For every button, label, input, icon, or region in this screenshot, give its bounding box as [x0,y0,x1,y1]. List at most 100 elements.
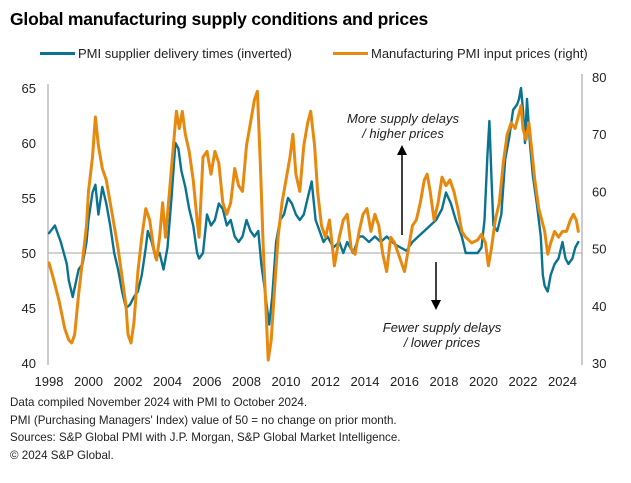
data-point [246,219,247,220]
data-point [576,219,577,220]
data-point [176,111,177,112]
data-point [497,230,498,231]
data-point [339,237,340,238]
x-axis-tick-label: 2002 [114,374,143,389]
data-point [572,258,573,259]
data-point [400,259,401,260]
data-point [481,247,482,248]
data-point [145,208,146,209]
data-point [149,219,150,220]
data-point [82,259,83,260]
data-point [153,248,154,249]
data-point [355,254,356,255]
data-point [206,151,207,152]
footer-pmi-definition: PMI (Purchasing Managers' Index) value o… [10,413,397,427]
data-point [74,334,75,335]
data-point [351,248,352,249]
data-point [278,237,279,238]
data-point [54,225,55,226]
data-point [573,214,574,215]
data-point [178,148,179,149]
data-point [347,214,348,215]
data-point [310,111,311,112]
data-point [145,247,146,248]
data-point [386,271,387,272]
data-point [311,181,312,182]
data-point [141,274,142,275]
data-point [202,157,203,158]
data-point [182,111,183,112]
data-point [424,230,425,231]
data-point [427,174,428,175]
arrow-down-head-icon [431,300,441,310]
data-point [343,252,344,253]
data-point [441,177,442,178]
legend-item-input-prices: Manufacturing PMI input prices (right) [333,46,588,61]
data-point [455,219,456,220]
data-point [260,162,261,163]
data-point [438,202,439,203]
x-axis-tick-label: 2020 [469,374,498,389]
series-delivery-times [47,86,580,326]
data-point [268,360,269,361]
footer-sources: Sources: S&P Global PMI with J.P. Morgan… [10,431,401,444]
data-point [285,179,286,180]
data-point [314,145,315,146]
data-point [269,324,270,325]
data-point [450,203,451,204]
data-point [281,202,282,203]
data-point [295,174,296,175]
data-point [189,208,190,209]
left-axis-tick-label: 45 [22,301,36,316]
data-point [378,225,379,226]
data-point [98,214,99,215]
data-point [562,241,563,242]
data-point [424,179,425,180]
left-axis-tick-label: 65 [22,81,36,96]
data-point [92,157,93,158]
legend-label-input-prices: Manufacturing PMI input prices (right) [371,46,588,61]
annotation-fewer-delays-text: Fewer supply delays [383,320,502,335]
data-point [430,191,431,192]
data-point [408,248,409,249]
data-point [114,225,115,226]
data-point [147,230,148,231]
data-point [303,214,304,215]
data-point [394,242,395,243]
data-point [171,197,172,198]
data-point [477,239,478,240]
data-point [513,109,514,110]
data-point [520,105,521,106]
data-point [234,168,235,169]
series-line-delivery-times [47,86,580,326]
data-point [441,208,442,209]
data-point [366,208,367,209]
data-point [222,208,223,209]
data-point [554,263,555,264]
data-point [271,340,272,341]
data-point [382,254,383,255]
data-point [291,203,292,204]
data-point [210,225,211,226]
data-point [321,225,322,226]
data-point [130,342,131,343]
data-point [254,236,255,237]
data-point [98,145,99,146]
annotation-fewer-delays-text: / lower prices [403,335,481,350]
data-point [274,294,275,295]
data-point [95,184,96,185]
data-point [540,236,541,237]
data-point [110,202,111,203]
data-point [163,269,164,270]
data-point [575,247,576,248]
data-point [430,225,431,226]
data-point [481,234,482,235]
data-point [528,122,529,123]
data-point [141,237,142,238]
x-axis-tick-label: 2004 [153,374,182,389]
data-point [127,334,128,335]
data-point [562,231,563,232]
data-point [515,128,516,129]
data-point [48,233,49,234]
right-axis-tick-label: 70 [592,127,606,142]
